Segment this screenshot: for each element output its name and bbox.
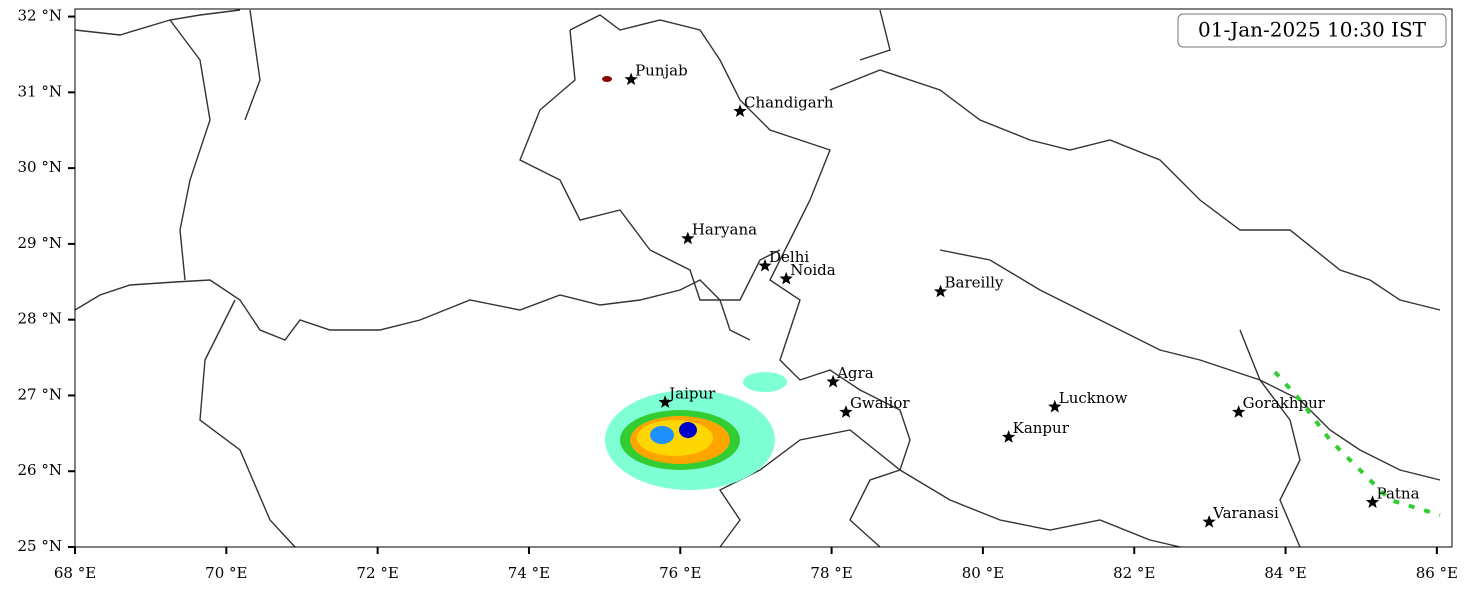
x-tick-label: 68 °E [54,564,96,582]
city-marker [826,374,840,388]
y-tick-label: 26 °N [18,461,62,479]
rain-area [650,426,674,444]
timestamp: 01-Jan-2025 10:30 IST [1198,18,1427,42]
city-label: Chandigarh [744,93,834,111]
city-marker [1002,430,1016,443]
x-tick-label: 84 °E [1264,564,1306,582]
rain-area [1273,370,1441,517]
x-tick-label: 74 °E [508,564,550,582]
border [718,429,1181,548]
border [939,249,1441,481]
plot-frame [74,8,1453,548]
city-marker [624,72,638,86]
city-label: Lucknow [1059,389,1128,407]
city-marker [1365,495,1380,508]
rainfall [602,76,1441,517]
city-label: Patna [1377,484,1420,502]
city-marker [758,258,772,272]
city-label: Kanpur [1013,419,1070,437]
city-marker [733,104,747,117]
borders [74,9,1441,548]
border [519,29,781,301]
city-label: Delhi [769,248,809,266]
y-tick-label: 32 °N [18,7,62,25]
city-label: Agra [836,364,874,382]
city-marker [933,284,948,298]
city-label: Gorakhpur [1243,394,1326,412]
y-tick-label: 25 °N [18,537,62,555]
border [199,9,296,548]
rain-area [637,420,713,456]
rain-area [743,372,787,392]
city-label: Bareilly [945,274,1004,292]
city-label: Jaipur [667,384,716,402]
x-tick-label: 76 °E [659,564,701,582]
y-tick-label: 30 °N [18,158,62,176]
x-tick-label: 82 °E [1113,564,1155,582]
city-label: Punjab [635,61,688,79]
x-tick-label: 80 °E [962,564,1004,582]
y-tick-label: 28 °N [18,310,62,328]
border [829,9,1441,311]
timestamp-box: 01-Jan-2025 10:30 IST [1177,13,1447,48]
city-marker [658,395,672,408]
y-tick-label: 27 °N [18,385,62,403]
city-label: Gwalior [850,394,910,412]
city-marker [1202,515,1216,528]
border [1239,329,1301,548]
x-tick-label: 78 °E [810,564,852,582]
border [569,14,911,548]
city-marker [1232,405,1246,418]
city-label: Haryana [692,221,757,239]
x-tick-label: 70 °E [205,564,247,582]
y-tick-label: 31 °N [18,82,62,100]
x-tick-label: 86 °E [1416,564,1458,582]
border [74,279,751,341]
border [74,9,241,281]
city-label: Noida [790,261,836,279]
city-marker [839,405,853,418]
city-marker [1048,399,1062,413]
timestamp-frame [1177,13,1447,48]
rain-area [679,422,697,438]
city-marker [779,271,793,285]
x-tick-label: 72 °E [356,564,398,582]
rain-area [602,76,612,82]
city-marker [681,231,695,245]
y-tick-label: 29 °N [18,234,62,252]
city-label: Varanasi [1212,504,1279,522]
